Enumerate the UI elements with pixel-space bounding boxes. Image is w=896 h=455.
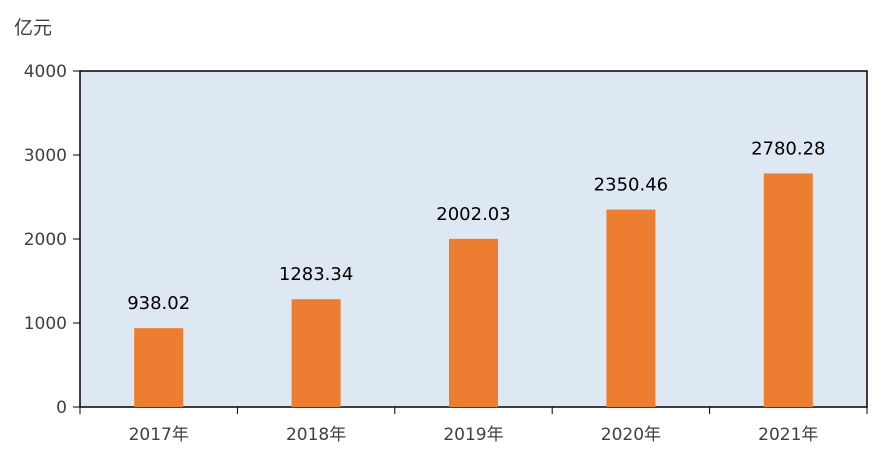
y-tick-label: 1000: [24, 314, 67, 334]
bar-series: [134, 173, 813, 407]
x-tick-label: 2020年: [601, 425, 661, 445]
data-labels: 938.02 1283.34 2002.03 2350.46 2780.28: [127, 138, 825, 314]
data-label: 938.02: [127, 293, 190, 314]
y-tick-label: 3000: [24, 146, 67, 166]
y-tick-label: 0: [56, 398, 67, 418]
bar-2021年: [763, 173, 813, 407]
y-tick-label: 4000: [24, 62, 67, 82]
x-tick-label: 2021年: [758, 425, 818, 445]
x-tick-label: 2018年: [286, 425, 346, 445]
data-label: 1283.34: [279, 264, 353, 285]
data-label: 2780.28: [751, 138, 825, 159]
bar-2020年: [606, 209, 656, 407]
bar-2019年: [449, 238, 498, 407]
x-tick-label: 2019年: [443, 425, 503, 445]
data-label: 2350.46: [594, 175, 668, 196]
y-axis-unit-label: 亿元: [14, 17, 52, 39]
x-tick-label: 2017年: [129, 425, 189, 445]
y-tick-label: 2000: [24, 230, 67, 250]
data-label: 2002.03: [436, 204, 510, 225]
bar-2017年: [134, 328, 184, 407]
bar-2018年: [291, 299, 341, 407]
y-axis: 0 1000 2000 3000 4000: [24, 62, 80, 418]
x-axis: 2017年 2018年 2019年 2020年 2021年: [79, 407, 868, 445]
